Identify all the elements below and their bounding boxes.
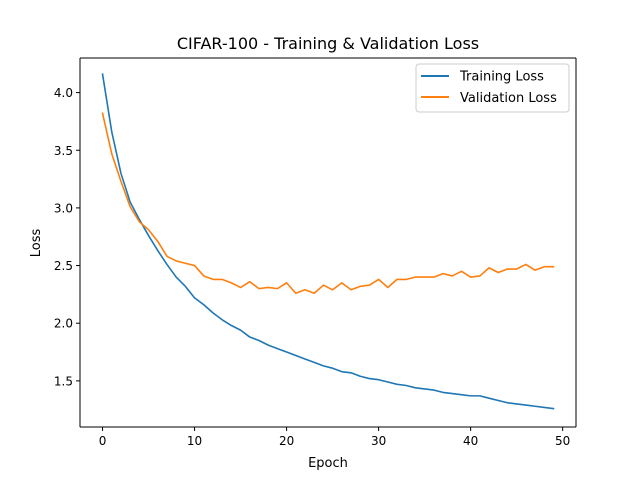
- series-layer: [101, 73, 555, 410]
- x-tick-label: 30: [371, 434, 386, 448]
- validation-loss-line: [101, 112, 555, 295]
- legend: Training Loss Validation Loss: [415, 63, 570, 113]
- x-tick-label: 40: [463, 434, 478, 448]
- chart-title: CIFAR-100 - Training & Validation Loss: [177, 34, 479, 53]
- y-tick-label: 4.0: [54, 86, 73, 100]
- plot-background: [80, 58, 576, 427]
- y-tick-label: 3.0: [54, 201, 73, 215]
- x-tick-label: 50: [555, 434, 570, 448]
- training-loss-line: [101, 73, 555, 410]
- y-tick-label: 2.0: [54, 317, 73, 331]
- x-axis-label: Epoch: [308, 456, 348, 471]
- x-tick-label: 20: [279, 434, 294, 448]
- x-axis-ticks: 0 10 20 30 40 50: [99, 427, 570, 448]
- axes-frame: [79, 57, 577, 428]
- y-axis-ticks: 1.5 2.0 2.5 3.0 3.5 4.0: [54, 86, 80, 388]
- y-tick-label: 3.5: [54, 144, 73, 158]
- legend-label-training-loss: Training Loss: [459, 70, 544, 85]
- legend-label-validation-loss: Validation Loss: [460, 91, 557, 106]
- y-axis-label: Loss: [29, 229, 44, 258]
- plot-area: 0 10 20 30 40 50 1.5 2.0 2.5 3.0 3.5 4.0: [54, 57, 577, 448]
- y-tick-label: 1.5: [54, 374, 73, 388]
- y-tick-label: 2.5: [54, 259, 73, 273]
- x-tick-label: 10: [187, 434, 202, 448]
- x-tick-label: 0: [99, 434, 107, 448]
- legend-box: [415, 63, 570, 113]
